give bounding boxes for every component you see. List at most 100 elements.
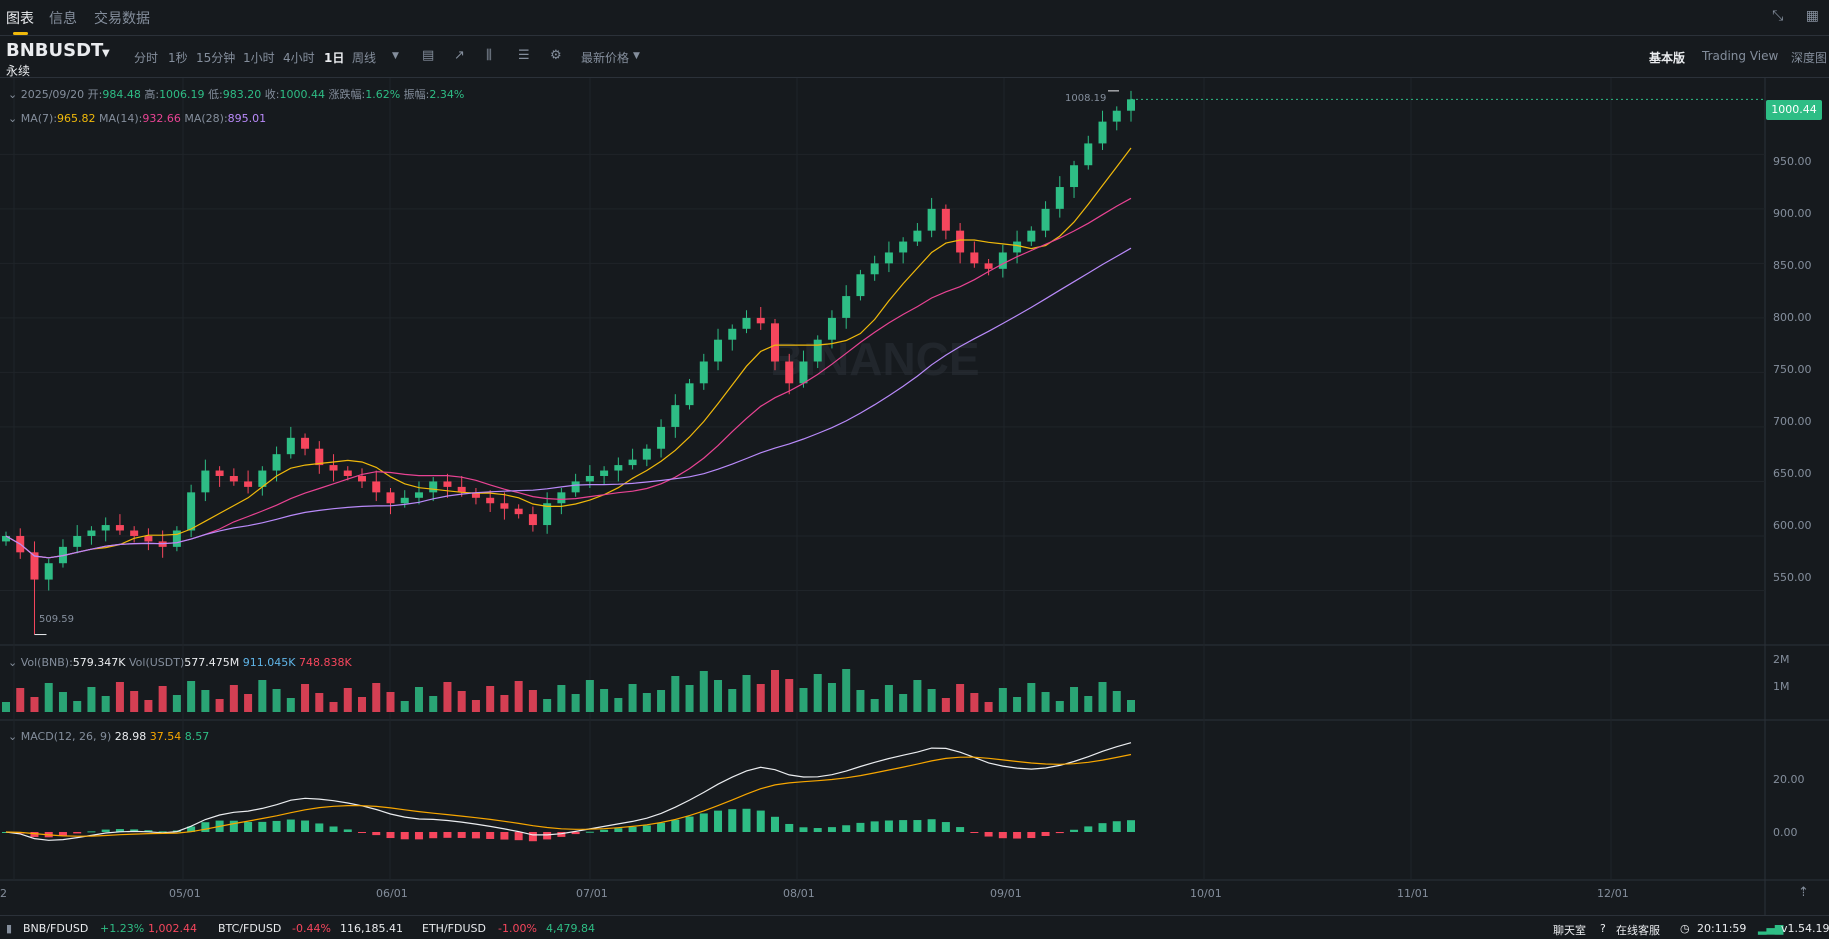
macd-histogram-bar — [585, 831, 594, 833]
collapse-chevron-icon[interactable]: ⌄ — [8, 730, 18, 743]
tab-chart[interactable]: 图表 — [6, 11, 34, 27]
interval-15m[interactable]: 15分钟 — [196, 51, 236, 65]
collapse-chevron-icon[interactable]: ⌄ — [8, 656, 18, 669]
volume-bar — [429, 696, 438, 712]
macd-histogram-bar — [600, 829, 609, 832]
candle-body — [785, 361, 794, 384]
candle-body — [30, 552, 39, 580]
volume-bar — [386, 692, 395, 712]
candle-body — [1027, 230, 1036, 242]
candle-body — [386, 492, 395, 504]
online-support-link[interactable]: 在线客服 — [1616, 924, 1660, 937]
volume-bar — [215, 699, 224, 712]
macd-histogram-bar — [1041, 832, 1050, 836]
ohlc-date: 2025/09/20 — [20, 88, 85, 101]
high-label: 高: — [144, 88, 160, 101]
view-depth[interactable]: 深度图 — [1791, 51, 1828, 65]
volume-bar — [614, 698, 623, 712]
volume-bar — [229, 685, 238, 712]
macd-histogram-bar — [827, 827, 836, 832]
macd-histogram-bar — [30, 832, 39, 837]
candle-body — [657, 426, 666, 449]
volume-bar — [187, 681, 196, 712]
ma28-value: 895.01 — [227, 112, 267, 125]
volume-bar — [315, 693, 324, 712]
tab-info[interactable]: 信息 — [49, 11, 77, 27]
tab-trading-data[interactable]: 交易数据 — [94, 11, 150, 27]
candle-body — [884, 252, 893, 264]
interval-1s[interactable]: 1秒 — [168, 51, 188, 65]
ticker-pair[interactable]: BTC/FDUSD — [218, 922, 282, 935]
volume-bar — [585, 680, 594, 712]
interval-1d[interactable]: 1日 — [324, 51, 345, 65]
ticker-change: -0.44% — [292, 922, 331, 935]
symbol-dropdown-icon[interactable]: ▼ — [102, 48, 110, 59]
low-value: 983.20 — [222, 88, 262, 101]
date-axis-label: 10/01 — [1190, 887, 1222, 900]
macd-histogram-bar — [58, 832, 67, 836]
interval-1h[interactable]: 1小时 — [243, 51, 275, 65]
macd-histogram-bar — [557, 832, 566, 837]
collapse-icon[interactable]: ⤡ — [1772, 8, 1784, 24]
candle-body — [414, 492, 423, 498]
interval-timeline[interactable]: 分时 — [134, 51, 159, 65]
ticker-change: -1.00% — [498, 922, 537, 935]
macd-histogram-bar — [728, 809, 737, 832]
macd-histogram-bar — [400, 832, 409, 840]
volume-bar — [329, 702, 338, 712]
layout-icon[interactable]: ▦ — [1805, 8, 1819, 24]
candle-body — [130, 530, 139, 536]
volume-bar — [101, 696, 110, 712]
candle-body — [471, 492, 480, 498]
ticker-pair[interactable]: BNB/FDUSD — [23, 922, 89, 935]
volume-bar — [443, 682, 452, 712]
volume-bar — [756, 684, 765, 712]
interval-4h[interactable]: 4小时 — [283, 51, 315, 65]
ticker-bar: ▮ BNB/FDUSD +1.23% 1,002.44 BTC/FDUSD -0… — [0, 915, 1829, 939]
candle-body — [343, 470, 352, 476]
symbol-name[interactable]: BNBUSDT — [6, 40, 104, 61]
help-icon[interactable]: ? — [1600, 922, 1606, 935]
interval-weekly[interactable]: 周线 — [352, 51, 377, 65]
candle-body — [685, 383, 694, 406]
volume-bar — [471, 700, 480, 712]
price-axis-label: 950.00 — [1773, 155, 1812, 168]
interval-dropdown-icon[interactable]: ▼ — [392, 51, 399, 61]
macd-histogram-bar — [471, 832, 480, 839]
macd-dif-value: 28.98 — [114, 730, 147, 743]
volume-bar — [770, 670, 779, 712]
ohlc-legend: ⌄ 2025/09/20 开:984.48 高:1006.19 低:983.20… — [8, 86, 464, 102]
ma28-line — [5, 247, 1132, 559]
candle-body — [73, 535, 82, 547]
axis-settings-icon[interactable]: ⇡ — [1798, 885, 1809, 900]
candle-body — [400, 497, 409, 504]
volume-bar — [301, 684, 310, 712]
volume-bar — [970, 693, 979, 712]
candlestick-icon[interactable]: ⫼ — [486, 48, 492, 63]
macd-histogram-bar — [614, 828, 623, 832]
macd-histogram-bar — [315, 823, 324, 832]
macd-axis-label: 0.00 — [1773, 826, 1798, 839]
macd-histogram-bar — [528, 832, 537, 842]
volume-bar — [244, 694, 253, 712]
price-axis-label: 900.00 — [1773, 207, 1812, 220]
candle-body — [1013, 241, 1022, 253]
price-type-dropdown-icon[interactable]: ▼ — [633, 51, 640, 61]
collapse-chevron-icon[interactable]: ⌄ — [8, 112, 18, 125]
settings-list-icon[interactable]: ☰ — [518, 48, 530, 63]
gear-icon[interactable]: ⚙ — [550, 48, 562, 63]
collapse-chevron-icon[interactable]: ⌄ — [8, 88, 18, 101]
calendar-icon[interactable]: ▤ — [422, 48, 435, 63]
view-tradingview[interactable]: Trading View — [1702, 49, 1779, 63]
candle-body — [101, 525, 110, 531]
volume-bar — [500, 695, 509, 712]
chat-room-link[interactable]: 聊天室 — [1553, 924, 1586, 937]
price-type-select[interactable]: 最新价格 — [581, 51, 630, 65]
macd-histogram-bar — [244, 821, 253, 832]
macd-histogram-bar — [813, 828, 822, 832]
view-basic[interactable]: 基本版 — [1649, 51, 1686, 65]
ticker-pair[interactable]: ETH/FDUSD — [422, 922, 486, 935]
macd-histogram-bar — [429, 832, 438, 839]
indicator-icon[interactable]: ↗ — [454, 48, 465, 63]
